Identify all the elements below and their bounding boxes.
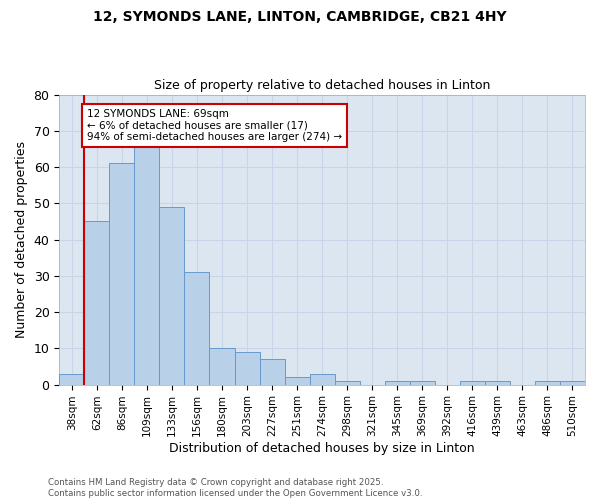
Title: Size of property relative to detached houses in Linton: Size of property relative to detached ho… [154,79,490,92]
Bar [410,381,435,384]
Bar [535,381,560,384]
Bar [385,381,410,384]
Bar [560,381,585,384]
X-axis label: Distribution of detached houses by size in Linton: Distribution of detached houses by size … [169,442,475,455]
Bar [260,359,284,384]
Bar [85,222,109,384]
Bar [310,374,335,384]
Text: 12, SYMONDS LANE, LINTON, CAMBRIDGE, CB21 4HY: 12, SYMONDS LANE, LINTON, CAMBRIDGE, CB2… [93,10,507,24]
Bar [184,272,209,384]
Bar [59,374,85,384]
Text: 12 SYMONDS LANE: 69sqm
← 6% of detached houses are smaller (17)
94% of semi-deta: 12 SYMONDS LANE: 69sqm ← 6% of detached … [87,109,342,142]
Bar [134,142,160,384]
Bar [485,381,510,384]
Bar [209,348,235,384]
Bar [109,164,134,384]
Bar [284,378,310,384]
Bar [235,352,260,384]
Bar [460,381,485,384]
Text: Contains HM Land Registry data © Crown copyright and database right 2025.
Contai: Contains HM Land Registry data © Crown c… [48,478,422,498]
Y-axis label: Number of detached properties: Number of detached properties [15,141,28,338]
Bar [160,207,184,384]
Bar [335,381,359,384]
